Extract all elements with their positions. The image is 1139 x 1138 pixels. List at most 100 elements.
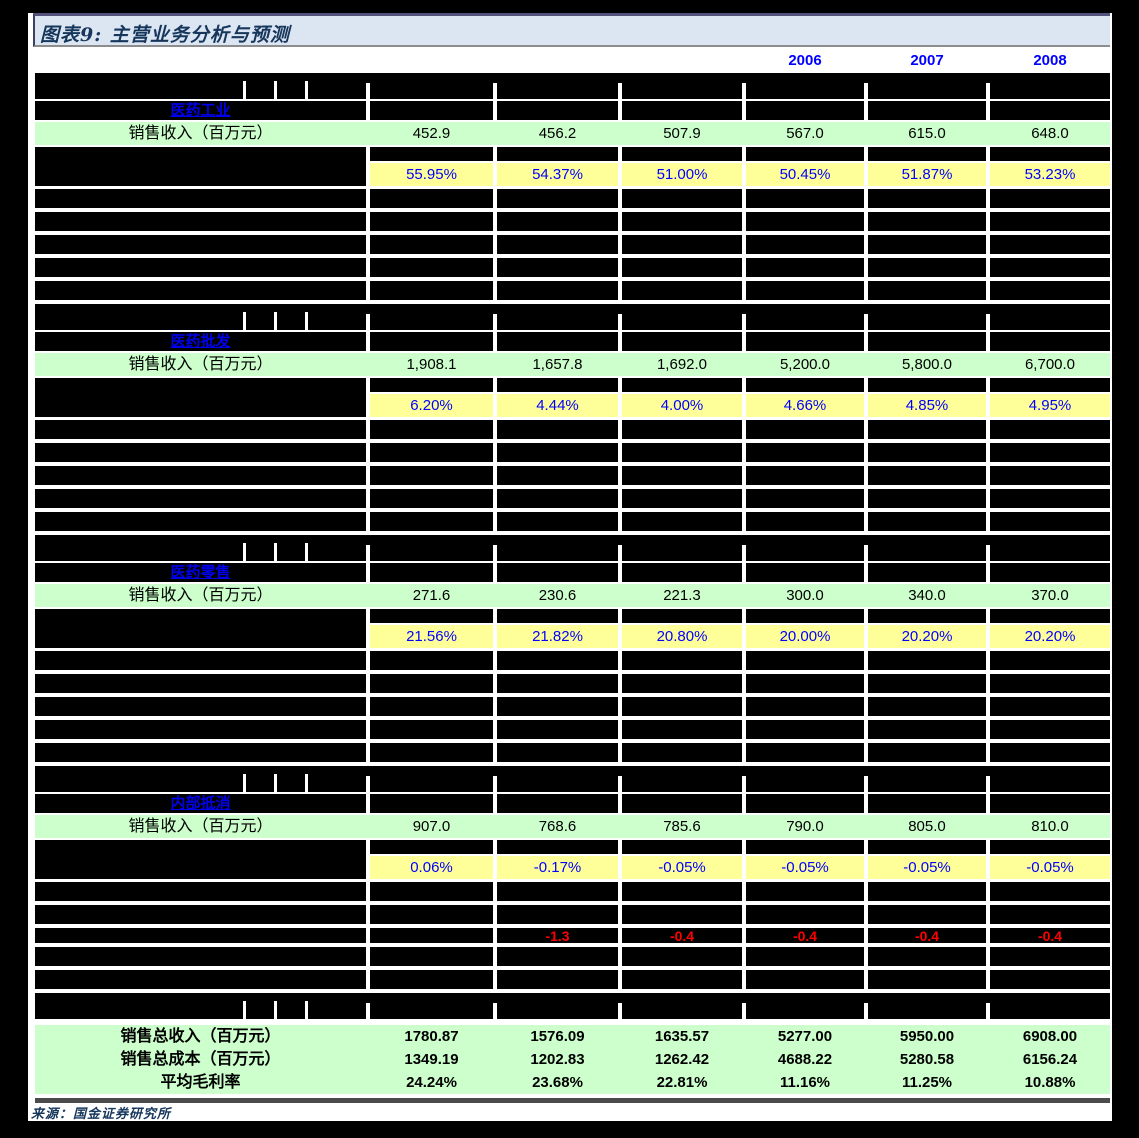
revenue-value: 456.2 (497, 122, 618, 145)
column-separator (493, 212, 497, 231)
revenue-value-text: 271.6 (412, 587, 451, 604)
column-separator (618, 83, 622, 99)
growth-cell: 4.66% (746, 394, 864, 417)
summary-value: 10.88% (990, 1071, 1110, 1094)
revenue-row-label-text: 销售收入（百万元） (128, 125, 273, 142)
growth-cell: -0.17% (497, 856, 618, 879)
column-separator (986, 235, 990, 254)
column-separator (864, 189, 868, 208)
column-separator (986, 697, 990, 716)
column-separator (742, 512, 746, 531)
column-separator (618, 443, 622, 462)
column-separator (864, 235, 868, 254)
summary-value-text: 11.25% (901, 1074, 953, 1091)
column-separator (493, 314, 497, 330)
summary-value: 11.16% (746, 1071, 864, 1094)
section-link-1[interactable]: 医药批发 (35, 332, 366, 351)
column-separator (366, 512, 370, 531)
revenue-value-text: 907.0 (412, 818, 451, 835)
revenue-value-text: 452.9 (412, 125, 451, 142)
revenue-value: 221.3 (622, 584, 742, 607)
revenue-value-text: 1,692.0 (656, 356, 708, 373)
column-separator (618, 489, 622, 508)
revenue-value-text: 1,908.1 (406, 356, 457, 373)
column-separator (864, 882, 868, 901)
column-separator (493, 420, 497, 439)
column-separator (366, 314, 370, 330)
section-link-3-text: 内部抵消 (170, 795, 231, 812)
column-separator (742, 947, 746, 966)
column-separator (864, 905, 868, 924)
hidden-cell-mark (274, 774, 277, 792)
column-separator (742, 101, 746, 120)
column-separator (986, 674, 990, 693)
column-separator (986, 281, 990, 300)
column-separator (493, 378, 497, 392)
revenue-value: 567.0 (746, 122, 864, 145)
column-separator (366, 189, 370, 208)
revenue-value: 805.0 (868, 815, 986, 838)
revenue-value-text: 6,700.0 (1024, 356, 1076, 373)
section-link-0[interactable]: 医药工业 (35, 101, 366, 120)
growth-cell: 54.37% (497, 163, 618, 186)
column-separator (618, 420, 622, 439)
growth-cell: 21.82% (497, 625, 618, 648)
revenue-value-text: 340.0 (908, 587, 946, 604)
growth-value: 51.87% (901, 166, 953, 183)
revenue-value: 452.9 (370, 122, 493, 145)
column-separator (864, 674, 868, 693)
revenue-value: 230.6 (497, 584, 618, 607)
growth-value: -0.05% (658, 859, 706, 876)
column-separator (742, 212, 746, 231)
hidden-cell-mark (274, 543, 277, 561)
revenue-value: 790.0 (746, 815, 864, 838)
growth-value: -0.05% (1026, 859, 1074, 876)
column-separator (366, 489, 370, 508)
summary-value-text: 1635.57 (654, 1028, 710, 1045)
hidden-data-row (35, 189, 1110, 208)
growth-value: 53.23% (1024, 166, 1076, 183)
column-separator (864, 928, 868, 943)
column-separator (986, 720, 990, 739)
column-separator (742, 314, 746, 330)
column-separator (864, 776, 868, 792)
figure-title-bar: 图表9: 主营业务分析与预测 (33, 13, 1110, 47)
growth-block: 55.95% 54.37% 51.00% 50.45% 51.87% 53.23% (35, 147, 1110, 186)
negative-adjustment-row: -1.3 -0.4 -0.4 -0.4 -0.4 (35, 928, 1110, 944)
column-separator (366, 697, 370, 716)
column-separator (493, 189, 497, 208)
summary-row-1: 销售总成本（百万元） 1349.19 1202.83 1262.42 4688.22 52… (35, 1048, 1110, 1071)
column-separator (493, 332, 497, 351)
summary-value: 1635.57 (622, 1025, 742, 1048)
revenue-value-text: 790.0 (786, 818, 824, 835)
revenue-row-label-text: 销售收入（百万元） (128, 587, 273, 604)
table-bottom-border (35, 1098, 1110, 1103)
growth-cell: 20.20% (868, 625, 986, 648)
section-link-2[interactable]: 医药零售 (35, 563, 366, 582)
revenue-value: 785.6 (622, 815, 742, 838)
column-separator (366, 83, 370, 99)
growth-value: 4.00% (660, 397, 704, 414)
column-separator (742, 189, 746, 208)
column-separator (493, 743, 497, 762)
column-separator (742, 420, 746, 439)
column-separator (493, 905, 497, 924)
summary-value-text: 5950.00 (899, 1028, 955, 1045)
section-link-3[interactable]: 内部抵消 (35, 794, 366, 813)
column-separator (618, 882, 622, 901)
column-separator (742, 905, 746, 924)
column-separator (864, 840, 868, 854)
growth-value: 0.06% (410, 859, 453, 876)
summary-value-text: 22.81% (656, 1074, 708, 1091)
column-separator (618, 332, 622, 351)
summary-label-text: 销售总成本（百万元） (120, 1051, 281, 1068)
summary-value-text: 5277.00 (777, 1028, 833, 1045)
column-separator (493, 83, 497, 99)
growth-cell: 53.23% (990, 163, 1110, 186)
hidden-header-row (35, 535, 1110, 561)
column-separator (742, 674, 746, 693)
hidden-cell-mark (274, 1001, 277, 1019)
negative-value-text: -0.4 (669, 928, 695, 944)
column-separator (493, 443, 497, 462)
